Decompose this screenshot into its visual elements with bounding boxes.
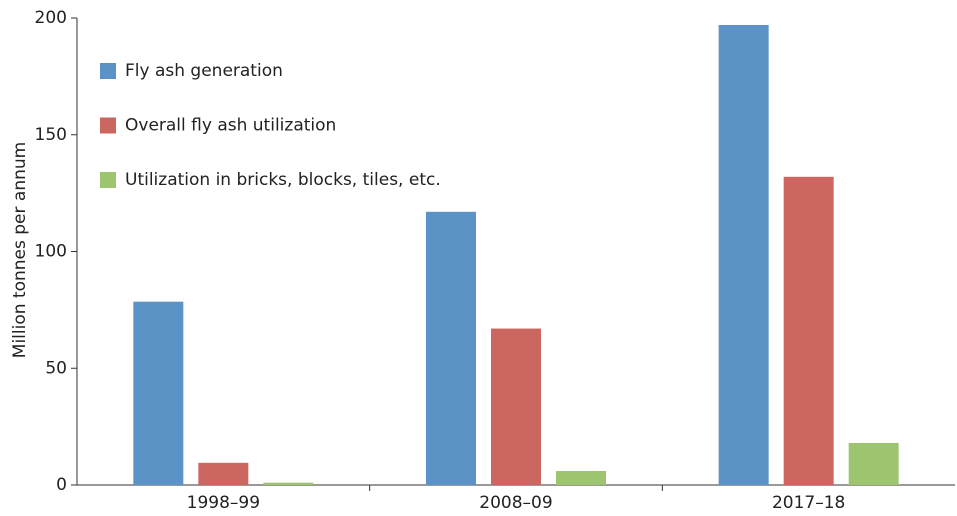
y-tick-label: 150 — [35, 125, 67, 145]
x-tick-label: 2017–18 — [772, 493, 845, 513]
bar — [556, 470, 606, 485]
legend-swatch — [100, 63, 116, 79]
legend-label: Utilization in bricks, blocks, tiles, et… — [125, 170, 441, 190]
bar — [133, 301, 184, 485]
x-tick-label: 1998–99 — [187, 493, 260, 513]
bar — [491, 328, 541, 485]
y-tick-label: 50 — [45, 358, 67, 378]
y-tick-label: 200 — [35, 8, 67, 28]
bar — [783, 176, 834, 485]
bar — [198, 462, 249, 485]
bar — [848, 442, 899, 485]
x-tick-label: 2008–09 — [479, 493, 552, 513]
bar — [718, 25, 769, 485]
legend-swatch — [100, 172, 116, 188]
legend-swatch — [100, 117, 116, 134]
bar — [426, 211, 476, 485]
y-axis-label: Million tonnes per annum — [10, 142, 30, 358]
bar — [263, 482, 314, 485]
legend-label: Overall fly ash utilization — [125, 116, 336, 136]
legend-label: Fly ash generation — [125, 61, 283, 81]
y-tick-label: 100 — [35, 242, 67, 262]
y-tick-label: 0 — [56, 475, 67, 495]
